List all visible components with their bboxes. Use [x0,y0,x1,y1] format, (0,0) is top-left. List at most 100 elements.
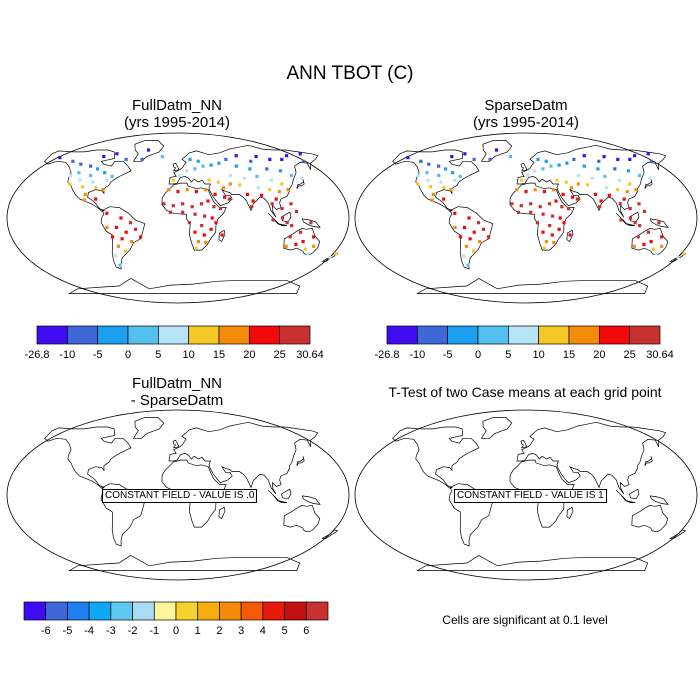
full-station-marker [119,216,123,220]
full-station-marker [178,173,182,178]
sparse-station-marker [576,173,580,178]
full-station-marker [114,225,119,229]
colorbar-label: -5 [443,349,453,361]
full-coastline-eurasia [168,144,319,218]
sparse-station-marker [551,214,555,218]
full-station-marker [83,192,87,196]
full-station-marker [167,188,171,192]
diff-coastline-north-america [44,426,132,489]
sparse-station-marker [544,240,548,244]
sparse-station-marker [596,167,600,171]
colorbar-swatch [157,325,190,345]
sparse-station-marker [633,154,637,158]
full-station-marker [89,173,93,178]
colorbar-label: 25 [624,349,636,361]
sparse-station-marker [542,190,546,194]
colorbar-label: 15 [213,349,225,361]
sparse-station-marker [508,155,512,159]
sparse-station-marker [481,227,486,231]
sparse-station-marker [464,244,468,248]
full-coastline-greenland [132,140,165,162]
sparse-station-marker [437,173,441,178]
full-station-marker [181,210,185,214]
full-station-marker [162,202,166,206]
ttest-coastline-madagascar [566,506,574,520]
full-station-marker [328,256,332,260]
full-station-marker [250,205,254,209]
sparse-station-marker [599,199,603,203]
sparse-station-marker [458,174,462,178]
sparse-station-marker [582,164,586,168]
full-station-marker [312,235,316,239]
sparse-coastline-borneo [629,211,640,223]
sparse-station-marker [554,199,558,203]
colorbar-label: -5 [93,349,103,361]
ttest-coastline-greenland [480,417,513,439]
full-station-marker [256,186,260,190]
diff-coastline-indonesia [267,490,288,503]
sparse-station-marker [572,157,576,161]
full-station-marker [271,218,275,222]
full-station-marker [102,155,106,159]
colorbar-label: -26.8 [374,349,399,361]
sparse-station-marker [541,230,545,234]
full-station-marker [234,154,238,158]
full-station-marker [82,198,86,202]
sparse-station-marker [625,190,629,194]
colorbar-swatch [284,601,307,621]
sparse-station-marker [427,162,431,166]
full-station-marker [301,240,305,244]
sparse-station-marker [618,202,622,206]
sparse-station-marker [567,207,571,211]
diff-coastline-britain [172,439,180,449]
sparse-coastline-britain [520,162,528,172]
colorbar-swatch [67,601,90,621]
sparse-station-marker [628,157,632,161]
full-station-marker [124,230,128,234]
full-coastline-madagascar [218,229,226,243]
full-station-marker [68,182,72,186]
full-station-marker [115,152,119,156]
sparse-station-marker [472,230,476,234]
full-station-marker [288,235,292,239]
full-station-marker [303,247,307,251]
sparse-station-marker [555,178,559,182]
colorbar-label: -2 [128,625,138,637]
full-coastline-south-america [100,206,146,270]
full-station-marker [123,249,128,253]
diff-coastline-australia [283,505,321,533]
sparse-station-marker [616,157,620,161]
sparse-station-marker [526,173,530,178]
colorbar-label: 30.64 [296,349,324,361]
full-station-marker [213,192,217,196]
colorbar-swatch [262,601,285,621]
sparse-station-marker [617,178,621,182]
full-station-marker [217,161,221,165]
full-station-marker [202,233,206,237]
panel-title-diff-line2: - SparseDatm [130,392,224,409]
full-station-marker [228,173,232,178]
sparse-station-marker [529,202,533,206]
diff-coastline-greenland [132,417,165,439]
sparse-station-marker [576,182,580,186]
sparse-station-marker [649,159,653,163]
sparse-station-marker [597,159,601,163]
sparse-station-marker [622,197,626,201]
sparse-station-marker [453,225,457,229]
full-station-marker [206,199,210,203]
sparse-station-marker [626,169,631,173]
full-map-border [6,132,350,304]
full-station-marker [207,178,211,182]
sparse-station-marker [660,244,664,248]
full-station-marker [268,157,272,161]
sparse-station-marker [416,182,420,186]
sparse-station-marker [590,176,594,180]
full-station-marker [227,197,231,201]
colorbar-label: -3 [106,625,116,637]
sparse-station-marker [524,190,528,194]
sparse-coastline-new-guinea [649,218,669,228]
full-station-marker [269,178,273,182]
colorbar-label: -1 [149,625,159,637]
sparse-station-marker [560,205,564,209]
map-full [6,132,350,304]
